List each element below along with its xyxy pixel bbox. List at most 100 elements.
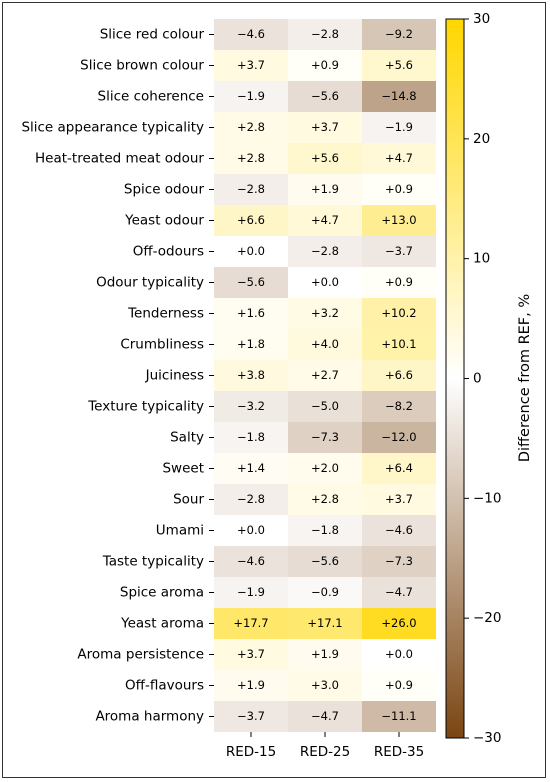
heatmap-cell xyxy=(214,453,288,484)
heatmap-cell xyxy=(288,236,362,267)
cell-value-label: −4.6 xyxy=(237,27,265,41)
heatmap-cell xyxy=(362,577,436,608)
cell-value-label: +4.7 xyxy=(311,213,339,227)
heatmap-cell xyxy=(214,515,288,546)
heatmap-cell xyxy=(214,422,288,453)
cell-value-label: +3.7 xyxy=(237,58,265,72)
heatmap-cell xyxy=(214,608,288,639)
row-label: Yeast aroma xyxy=(120,616,204,632)
cell-value-label: +1.9 xyxy=(311,647,339,661)
heatmap-cell xyxy=(362,19,436,50)
column-label: RED-15 xyxy=(226,744,276,760)
heatmap-cell xyxy=(288,484,362,515)
row-label: Slice red colour xyxy=(100,27,205,43)
cell-value-label: +0.9 xyxy=(311,58,339,72)
cell-value-label: +10.1 xyxy=(381,337,416,351)
cell-value-label: −1.9 xyxy=(237,89,265,103)
heatmap-cell xyxy=(214,50,288,81)
cell-value-label: +0.0 xyxy=(311,275,339,289)
row-label: Slice coherence xyxy=(98,89,204,105)
row-label: Off-odours xyxy=(133,244,204,260)
colorbar-tick-label: −30 xyxy=(473,730,502,746)
cell-value-label: −5.6 xyxy=(311,89,339,103)
cell-value-label: −3.7 xyxy=(237,709,265,723)
heatmap-cell xyxy=(288,112,362,143)
cell-value-label: −9.2 xyxy=(385,27,413,41)
heatmap-cell xyxy=(362,701,436,732)
cell-value-label: −14.8 xyxy=(381,89,416,103)
cell-value-label: +17.1 xyxy=(307,616,342,630)
cell-value-label: +2.8 xyxy=(237,151,265,165)
heatmap-cell xyxy=(288,298,362,329)
cell-value-label: −2.8 xyxy=(311,244,339,258)
cell-value-label: +17.7 xyxy=(233,616,268,630)
cell-value-label: +0.0 xyxy=(237,244,265,258)
heatmap-cell xyxy=(288,329,362,360)
colorbar-tick-label: 10 xyxy=(473,251,490,267)
cell-value-label: +2.8 xyxy=(237,120,265,134)
heatmap-cell xyxy=(362,453,436,484)
colorbar-tick-label: −10 xyxy=(473,490,502,506)
row-label: Slice appearance typicality xyxy=(21,120,204,136)
heatmap-cell xyxy=(362,515,436,546)
row-label: Heat-treated meat odour xyxy=(35,151,204,167)
column-labels: RED-15 RED-25 RED-35 xyxy=(226,732,424,760)
heatmap-cell xyxy=(214,360,288,391)
cell-value-label: +4.0 xyxy=(311,337,339,351)
cell-value-label: −1.9 xyxy=(237,585,265,599)
heatmap-cell xyxy=(214,577,288,608)
row-label: Juiciness xyxy=(145,368,204,384)
cell-value-label: +2.7 xyxy=(311,368,339,382)
cell-value-label: +6.6 xyxy=(237,213,265,227)
cell-value-label: −2.8 xyxy=(237,182,265,196)
row-label: Salty xyxy=(170,430,204,446)
row-label: Sweet xyxy=(162,461,204,477)
heatmap-cell xyxy=(362,205,436,236)
cell-value-label: +0.9 xyxy=(385,182,413,196)
cell-value-label: +3.2 xyxy=(311,306,339,320)
heatmap-cell xyxy=(214,484,288,515)
cell-value-label: +3.8 xyxy=(237,368,265,382)
cell-value-label: +5.6 xyxy=(311,151,339,165)
cell-value-label: +6.4 xyxy=(385,461,413,475)
heatmap-cell xyxy=(214,174,288,205)
cell-value-label: +0.9 xyxy=(385,678,413,692)
heatmap-cell xyxy=(214,546,288,577)
heatmap-cell xyxy=(288,360,362,391)
heatmap-cell xyxy=(288,19,362,50)
heatmap-cell xyxy=(362,174,436,205)
colorbar-ticks: 30 20 10 0 −10 −20 −30 xyxy=(464,11,502,746)
cell-value-label: −3.2 xyxy=(237,399,265,413)
colorbar-tick-label: −20 xyxy=(473,610,502,626)
heatmap-cell xyxy=(362,81,436,112)
cell-value-label: −12.0 xyxy=(381,430,416,444)
cell-value-label: +0.9 xyxy=(385,275,413,289)
heatmap-cell xyxy=(362,608,436,639)
heatmap-cell xyxy=(362,639,436,670)
cell-value-label: +3.0 xyxy=(311,678,339,692)
column-label: RED-25 xyxy=(300,744,350,760)
cell-value-label: −4.6 xyxy=(237,554,265,568)
cell-value-label: +0.0 xyxy=(385,647,413,661)
heatmap-cell xyxy=(214,19,288,50)
cell-value-label: +1.9 xyxy=(311,182,339,196)
cell-value-label: −1.8 xyxy=(237,430,265,444)
row-label: Crumbliness xyxy=(120,337,204,353)
cell-value-label: −5.6 xyxy=(311,554,339,568)
colorbar-tick-label: 30 xyxy=(473,11,490,27)
cell-value-label: −7.3 xyxy=(385,554,413,568)
row-label: Taste typicality xyxy=(102,554,204,570)
row-labels: Slice red colour Slice brown colour Slice … xyxy=(21,27,214,725)
heatmap-cell xyxy=(214,205,288,236)
heatmap-cell xyxy=(288,453,362,484)
row-label: Off-flavours xyxy=(125,678,204,694)
colorbar-label: Difference from REF, % xyxy=(517,294,533,462)
heatmap-cell xyxy=(288,515,362,546)
row-label: Sour xyxy=(173,492,204,508)
heatmap-cell xyxy=(362,670,436,701)
row-label: Odour typicality xyxy=(96,275,204,291)
heatmap-cell xyxy=(362,236,436,267)
heatmap-cell xyxy=(214,329,288,360)
cell-value-label: +1.8 xyxy=(237,337,265,351)
